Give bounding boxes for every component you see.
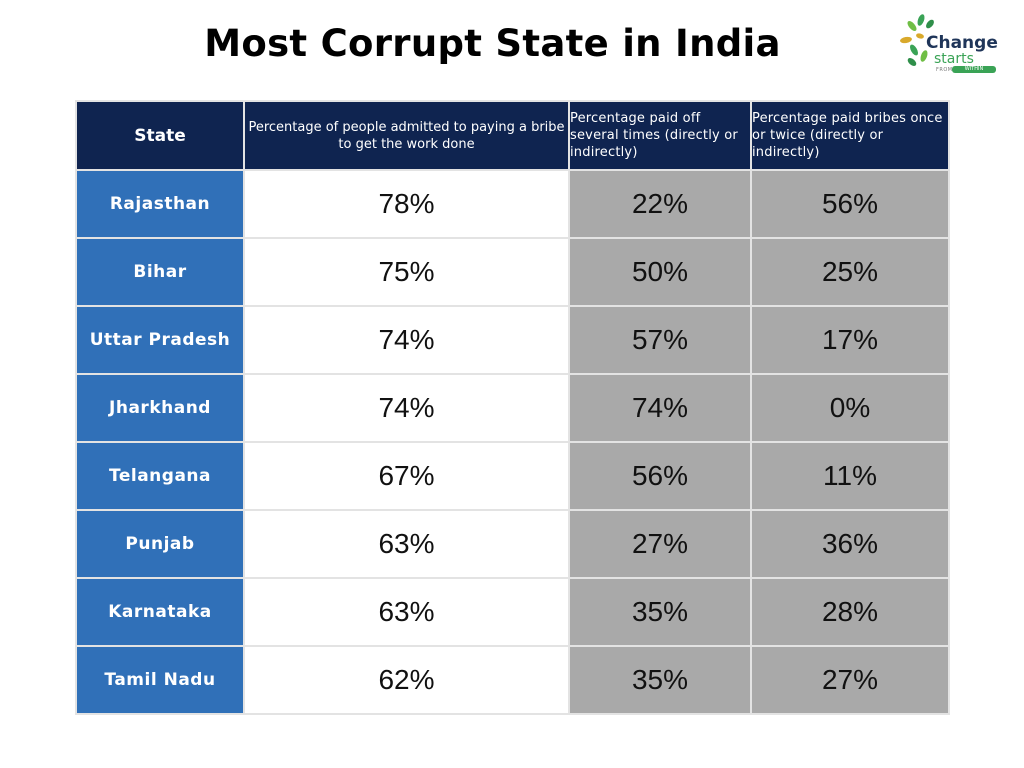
state-cell: Tamil Nadu	[75, 645, 245, 715]
column-header-once-or-twice: Percentage paid bribes once or twice (di…	[750, 100, 950, 171]
several-times-cell: 57%	[568, 305, 752, 375]
once-or-twice-cell: 28%	[750, 577, 950, 647]
once-or-twice-cell: 17%	[750, 305, 950, 375]
state-cell: Uttar Pradesh	[75, 305, 245, 375]
state-cell: Bihar	[75, 237, 245, 307]
once-or-twice-cell: 0%	[750, 373, 950, 443]
logo-text-starts: starts	[934, 51, 974, 67]
state-cell: Punjab	[75, 509, 245, 579]
several-times-cell: 50%	[568, 237, 752, 307]
logo-text-from: FROM	[936, 67, 953, 73]
column-header-admitted: Percentage of people admitted to paying …	[243, 100, 570, 171]
admitted-cell: 63%	[243, 577, 570, 647]
several-times-cell: 35%	[568, 577, 752, 647]
column-header-several-times: Percentage paid off several times (direc…	[568, 100, 752, 171]
table-row: Jharkhand 74% 74% 0%	[75, 373, 950, 443]
once-or-twice-cell: 36%	[750, 509, 950, 579]
state-cell: Jharkhand	[75, 373, 245, 443]
brand-logo: Change starts FROM WITHIN	[898, 12, 1008, 74]
table-row: Punjab 63% 27% 36%	[75, 509, 950, 579]
page-title: Most Corrupt State in India	[204, 22, 781, 65]
several-times-cell: 56%	[568, 441, 752, 511]
logo-text-change: Change	[926, 33, 998, 53]
state-cell: Telangana	[75, 441, 245, 511]
admitted-cell: 62%	[243, 645, 570, 715]
once-or-twice-cell: 11%	[750, 441, 950, 511]
table-row: Telangana 67% 56% 11%	[75, 441, 950, 511]
state-cell: Karnataka	[75, 577, 245, 647]
state-cell: Rajasthan	[75, 169, 245, 239]
column-header-state: State	[75, 100, 245, 171]
once-or-twice-cell: 25%	[750, 237, 950, 307]
logo-text-within: WITHIN	[952, 66, 996, 73]
table-header-row: State Percentage of people admitted to p…	[75, 100, 950, 171]
table-row: Tamil Nadu 62% 35% 27%	[75, 645, 950, 715]
several-times-cell: 22%	[568, 169, 752, 239]
leaf-icon	[900, 14, 934, 66]
table-row: Rajasthan 78% 22% 56%	[75, 169, 950, 239]
admitted-cell: 67%	[243, 441, 570, 511]
admitted-cell: 63%	[243, 509, 570, 579]
admitted-cell: 74%	[243, 305, 570, 375]
corruption-table: State Percentage of people admitted to p…	[75, 100, 950, 715]
table-row: Uttar Pradesh 74% 57% 17%	[75, 305, 950, 375]
once-or-twice-cell: 56%	[750, 169, 950, 239]
admitted-cell: 74%	[243, 373, 570, 443]
several-times-cell: 74%	[568, 373, 752, 443]
admitted-cell: 78%	[243, 169, 570, 239]
admitted-cell: 75%	[243, 237, 570, 307]
several-times-cell: 27%	[568, 509, 752, 579]
once-or-twice-cell: 27%	[750, 645, 950, 715]
table-row: Bihar 75% 50% 25%	[75, 237, 950, 307]
table-row: Karnataka 63% 35% 28%	[75, 577, 950, 647]
several-times-cell: 35%	[568, 645, 752, 715]
